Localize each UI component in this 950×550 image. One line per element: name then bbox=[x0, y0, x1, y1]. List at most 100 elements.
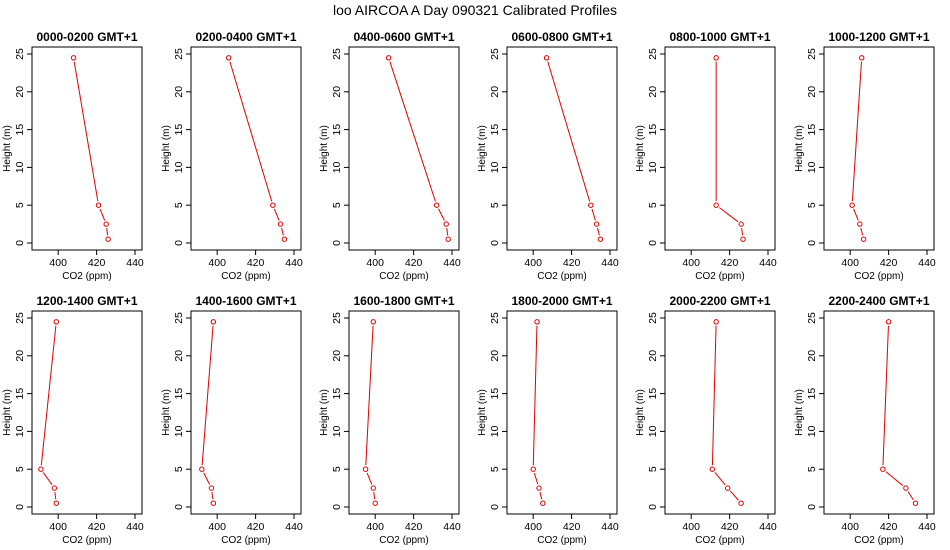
data-point bbox=[540, 500, 546, 506]
profile-segment bbox=[438, 208, 445, 221]
figure-title: loo AIRCOA A Day 090321 Calibrated Profi… bbox=[333, 2, 617, 18]
y-tick-label: 0 bbox=[331, 504, 343, 510]
y-axis-label: Height (m) bbox=[2, 389, 13, 436]
profile-segment bbox=[203, 472, 211, 485]
y-tick-label: 5 bbox=[331, 466, 343, 472]
x-tick-label: 440 bbox=[759, 521, 777, 533]
x-axis-label: CO2 (ppm) bbox=[62, 271, 111, 282]
y-axis-label: Height (m) bbox=[477, 389, 488, 436]
data-point bbox=[713, 55, 719, 61]
y-tick-label: 0 bbox=[647, 240, 659, 246]
plot-frame bbox=[823, 310, 935, 515]
x-tick-label: 400 bbox=[366, 257, 384, 269]
data-point bbox=[372, 500, 378, 506]
data-point bbox=[530, 466, 536, 472]
data-point bbox=[849, 202, 855, 208]
profile-segment bbox=[597, 227, 600, 236]
y-tick-label: 10 bbox=[173, 161, 185, 173]
y-tick-label: 15 bbox=[489, 124, 501, 136]
data-point bbox=[270, 202, 276, 208]
data-point bbox=[53, 319, 59, 325]
profile-panel: 2000-2200 GMT+1 400 420 440 0 5 10 15 20 25 CO2 (p… bbox=[635, 294, 777, 546]
x-tick-label: 400 bbox=[524, 257, 542, 269]
data-point bbox=[859, 55, 865, 61]
y-tick-label: 20 bbox=[14, 86, 26, 98]
data-point bbox=[433, 202, 440, 208]
profile-segment bbox=[532, 325, 538, 466]
x-tick-label: 400 bbox=[208, 257, 226, 269]
data-point bbox=[860, 236, 867, 242]
y-tick-label: 15 bbox=[647, 388, 659, 400]
x-axis-label: CO2 (ppm) bbox=[221, 535, 270, 546]
data-point bbox=[593, 221, 600, 227]
y-tick-label: 20 bbox=[806, 86, 818, 98]
y-axis-label: Height (m) bbox=[635, 389, 646, 436]
x-tick-label: 400 bbox=[841, 257, 859, 269]
y-axis-label: Height (m) bbox=[161, 389, 172, 436]
y-axis-label: Height (m) bbox=[319, 125, 330, 172]
profile-segment bbox=[365, 325, 374, 466]
plot-frame bbox=[506, 46, 618, 251]
x-tick-label: 420 bbox=[88, 521, 106, 533]
profile-segment bbox=[389, 61, 436, 202]
data-point bbox=[199, 466, 205, 472]
x-tick-label: 420 bbox=[405, 257, 423, 269]
profile-panel: 0000-0200 GMT+1 400 420 440 0 5 10 15 20 25 CO2 (p… bbox=[2, 30, 144, 282]
y-tick-label: 20 bbox=[173, 86, 185, 98]
y-tick-label: 20 bbox=[173, 350, 185, 362]
profile-segment bbox=[106, 228, 109, 236]
data-point bbox=[362, 466, 369, 472]
y-tick-label: 0 bbox=[14, 504, 26, 510]
data-point bbox=[445, 236, 451, 242]
y-tick-label: 25 bbox=[331, 48, 343, 60]
profile-segment bbox=[714, 471, 726, 486]
data-point bbox=[226, 55, 232, 61]
x-axis-label: CO2 (ppm) bbox=[695, 535, 744, 546]
data-point bbox=[385, 55, 392, 61]
panel-title: 1600-1800 GMT+1 bbox=[353, 294, 454, 308]
y-tick-label: 5 bbox=[489, 466, 501, 472]
y-tick-label: 15 bbox=[806, 388, 818, 400]
x-axis-label: CO2 (ppm) bbox=[379, 535, 428, 546]
profile-segment bbox=[853, 208, 859, 221]
profile-segment bbox=[882, 325, 889, 466]
y-tick-label: 0 bbox=[489, 504, 501, 510]
y-tick-label: 10 bbox=[489, 161, 501, 173]
y-axis-label: Height (m) bbox=[319, 389, 330, 436]
y-tick-label: 10 bbox=[173, 425, 185, 437]
profile-segment bbox=[591, 208, 596, 221]
profile-segment bbox=[885, 471, 904, 486]
profile-segment bbox=[711, 325, 717, 466]
y-tick-label: 5 bbox=[14, 466, 26, 472]
y-tick-label: 25 bbox=[14, 312, 26, 324]
y-tick-label: 20 bbox=[647, 350, 659, 362]
x-tick-label: 420 bbox=[247, 257, 265, 269]
x-tick-label: 420 bbox=[880, 521, 898, 533]
y-tick-label: 25 bbox=[489, 48, 501, 60]
data-point bbox=[713, 202, 719, 208]
profile-panel: 1000-1200 GMT+1 400 420 440 0 5 10 15 20 25 CO2 (p… bbox=[794, 30, 936, 282]
data-point bbox=[543, 55, 550, 61]
y-axis-label: Height (m) bbox=[635, 125, 646, 172]
data-point bbox=[277, 221, 284, 227]
y-axis-label: Height (m) bbox=[794, 389, 805, 436]
y-tick-label: 20 bbox=[647, 86, 659, 98]
data-point bbox=[738, 221, 744, 227]
x-tick-label: 440 bbox=[601, 521, 619, 533]
x-axis-label: CO2 (ppm) bbox=[695, 271, 744, 282]
x-tick-label: 400 bbox=[524, 521, 542, 533]
y-tick-label: 25 bbox=[489, 312, 501, 324]
x-tick-label: 420 bbox=[721, 521, 739, 533]
profile-segment bbox=[860, 227, 864, 236]
y-tick-label: 0 bbox=[806, 240, 818, 246]
y-tick-label: 25 bbox=[173, 48, 185, 60]
profile-segment bbox=[373, 492, 376, 500]
profile-segment bbox=[54, 492, 57, 500]
x-tick-label: 400 bbox=[682, 257, 700, 269]
plot-frame bbox=[348, 46, 460, 251]
data-point bbox=[713, 319, 719, 325]
x-tick-label: 420 bbox=[880, 257, 898, 269]
y-tick-label: 15 bbox=[806, 124, 818, 136]
panel-title: 1800-2000 GMT+1 bbox=[511, 294, 612, 308]
